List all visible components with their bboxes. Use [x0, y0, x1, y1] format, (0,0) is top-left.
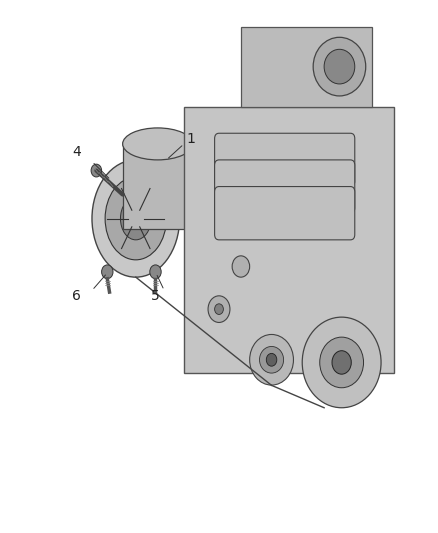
Circle shape — [102, 265, 113, 279]
Ellipse shape — [313, 37, 366, 96]
Ellipse shape — [120, 197, 151, 240]
Text: 5: 5 — [151, 289, 160, 303]
Circle shape — [332, 351, 351, 374]
FancyBboxPatch shape — [215, 160, 355, 213]
Circle shape — [91, 164, 102, 177]
Ellipse shape — [250, 335, 293, 385]
FancyBboxPatch shape — [215, 133, 355, 187]
Ellipse shape — [320, 337, 364, 388]
Circle shape — [266, 353, 277, 366]
Ellipse shape — [123, 128, 193, 160]
Ellipse shape — [259, 346, 284, 373]
Circle shape — [232, 256, 250, 277]
FancyBboxPatch shape — [215, 187, 355, 240]
Circle shape — [215, 304, 223, 314]
Text: 6: 6 — [72, 289, 81, 303]
Polygon shape — [188, 160, 219, 213]
Circle shape — [128, 209, 144, 228]
Ellipse shape — [105, 177, 166, 260]
Polygon shape — [184, 107, 394, 373]
Ellipse shape — [302, 317, 381, 408]
Text: 1: 1 — [186, 132, 195, 146]
Circle shape — [150, 265, 161, 279]
Circle shape — [208, 296, 230, 322]
Ellipse shape — [324, 50, 355, 84]
Text: 4: 4 — [72, 145, 81, 159]
Polygon shape — [123, 144, 193, 229]
Polygon shape — [241, 27, 372, 107]
Ellipse shape — [92, 160, 180, 277]
